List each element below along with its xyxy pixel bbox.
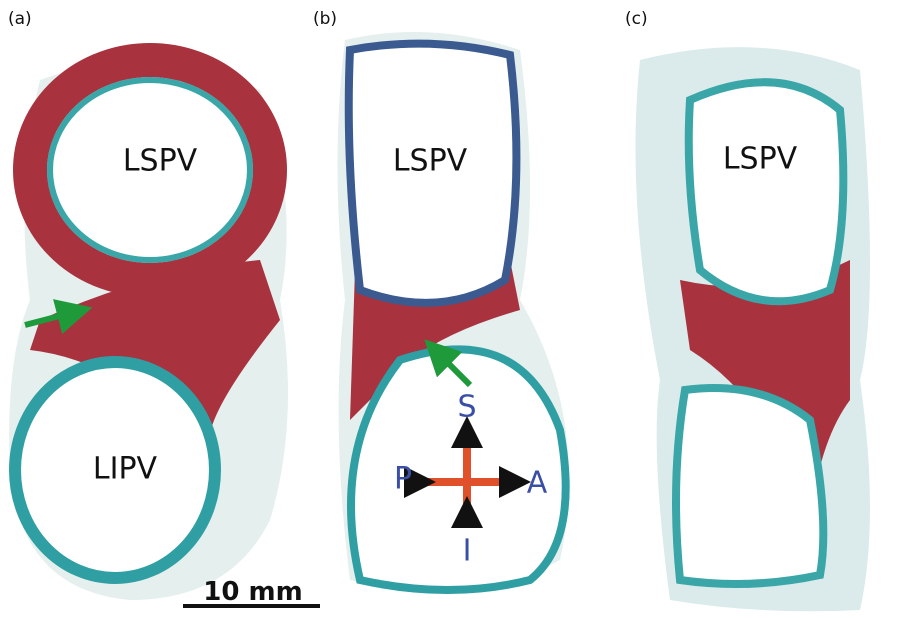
orientation-label: S	[457, 390, 476, 425]
vessel-label: LIPV	[93, 452, 158, 487]
panel-c	[636, 47, 871, 611]
vessel-label: LSPV	[393, 144, 468, 179]
panel-b	[338, 32, 570, 591]
vessel-label: LSPV	[123, 144, 198, 179]
panel-label: (b)	[313, 9, 337, 29]
lumen	[676, 388, 823, 584]
panel-a	[9, 60, 288, 600]
panel-label: (a)	[8, 9, 32, 29]
panel-label: (c)	[625, 9, 648, 29]
orientation-label: A	[527, 466, 548, 501]
orientation-label: P	[394, 462, 412, 497]
orientation-label: I	[463, 534, 472, 569]
lumen	[689, 82, 844, 301]
figure: (a) (b) (c) LSPV LIPV LSPV LSPV S P A I …	[0, 0, 907, 618]
vessel-label: LSPV	[723, 142, 798, 177]
scale-bar-label: 10 mm	[203, 577, 302, 607]
